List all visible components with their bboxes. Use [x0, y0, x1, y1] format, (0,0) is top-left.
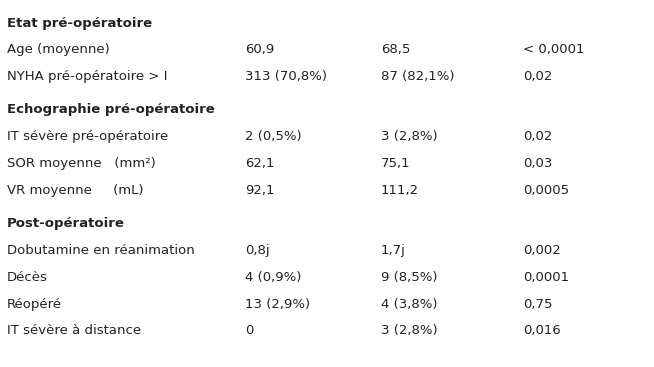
- Text: 9 (8,5%): 9 (8,5%): [381, 271, 437, 284]
- Text: 62,1: 62,1: [245, 157, 275, 170]
- Text: 13 (2,9%): 13 (2,9%): [245, 298, 311, 310]
- Text: 1,7j: 1,7j: [381, 244, 405, 257]
- Text: 3 (2,8%): 3 (2,8%): [381, 324, 438, 337]
- Text: 0: 0: [245, 324, 254, 337]
- Text: 60,9: 60,9: [245, 43, 275, 56]
- Text: 0,002: 0,002: [523, 244, 561, 257]
- Text: 0,02: 0,02: [523, 70, 553, 83]
- Text: 68,5: 68,5: [381, 43, 410, 56]
- Text: 313 (70,8%): 313 (70,8%): [245, 70, 327, 83]
- Text: 4 (0,9%): 4 (0,9%): [245, 271, 301, 284]
- Text: 92,1: 92,1: [245, 184, 275, 197]
- Text: SOR moyenne   (mm²): SOR moyenne (mm²): [7, 157, 155, 170]
- Text: Age (moyenne): Age (moyenne): [7, 43, 109, 56]
- Text: IT sévère à distance: IT sévère à distance: [7, 324, 141, 337]
- Text: Post-opératoire: Post-opératoire: [7, 217, 124, 230]
- Text: < 0,0001: < 0,0001: [523, 43, 585, 56]
- Text: 0,016: 0,016: [523, 324, 561, 337]
- Text: 0,8j: 0,8j: [245, 244, 270, 257]
- Text: Dobutamine en réanimation: Dobutamine en réanimation: [7, 244, 194, 257]
- Text: 0,0005: 0,0005: [523, 184, 570, 197]
- Text: 87 (82,1%): 87 (82,1%): [381, 70, 454, 83]
- Text: Etat pré-opératoire: Etat pré-opératoire: [7, 17, 152, 29]
- Text: 4 (3,8%): 4 (3,8%): [381, 298, 437, 310]
- Text: VR moyenne     (mL): VR moyenne (mL): [7, 184, 143, 197]
- Text: 0,03: 0,03: [523, 157, 553, 170]
- Text: 3 (2,8%): 3 (2,8%): [381, 130, 438, 143]
- Text: 75,1: 75,1: [381, 157, 410, 170]
- Text: 111,2: 111,2: [381, 184, 419, 197]
- Text: NYHA pré-opératoire > I: NYHA pré-opératoire > I: [7, 70, 167, 83]
- Text: 0,75: 0,75: [523, 298, 553, 310]
- Text: 2 (0,5%): 2 (0,5%): [245, 130, 302, 143]
- Text: 0,02: 0,02: [523, 130, 553, 143]
- Text: Echographie pré-opératoire: Echographie pré-opératoire: [7, 103, 215, 116]
- Text: 0,0001: 0,0001: [523, 271, 570, 284]
- Text: IT sévère pré-opératoire: IT sévère pré-opératoire: [7, 130, 168, 143]
- Text: Réopéré: Réopéré: [7, 298, 61, 310]
- Text: Décès: Décès: [7, 271, 47, 284]
